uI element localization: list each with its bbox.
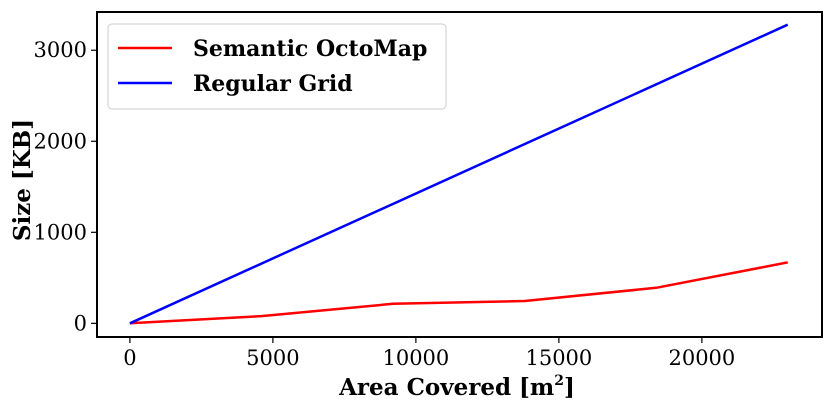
y-axis-ticks: 0 1000 2000 3000 xyxy=(34,38,97,335)
y-tick-label: 1000 xyxy=(34,220,87,244)
x-tick-label: 10000 xyxy=(382,346,449,370)
legend-label-semantic-octomap: Semantic OctoMap xyxy=(193,36,427,62)
x-tick-label: 0 xyxy=(123,346,136,370)
y-tick-label: 3000 xyxy=(34,38,87,62)
series-line-semantic-octomap xyxy=(129,261,788,325)
x-tick-label: 15000 xyxy=(525,346,592,370)
x-axis-ticks: 0 5000 10000 15000 20000 xyxy=(123,337,735,370)
y-tick-label: 2000 xyxy=(34,129,87,153)
y-tick-label: 0 xyxy=(74,311,87,335)
x-tick-label: 20000 xyxy=(668,346,735,370)
series-layer xyxy=(129,23,789,325)
legend-box xyxy=(107,23,447,110)
legend-label-regular-grid: Regular Grid xyxy=(193,71,353,97)
legend: Semantic OctoMap Regular Grid xyxy=(107,23,447,110)
x-axis-title: Area Covered [m2] xyxy=(338,373,575,401)
y-axis-title: Size [KB] xyxy=(9,119,36,241)
series-line-regular-grid xyxy=(129,23,789,325)
x-tick-label: 5000 xyxy=(246,346,299,370)
plot-frame xyxy=(96,11,823,338)
